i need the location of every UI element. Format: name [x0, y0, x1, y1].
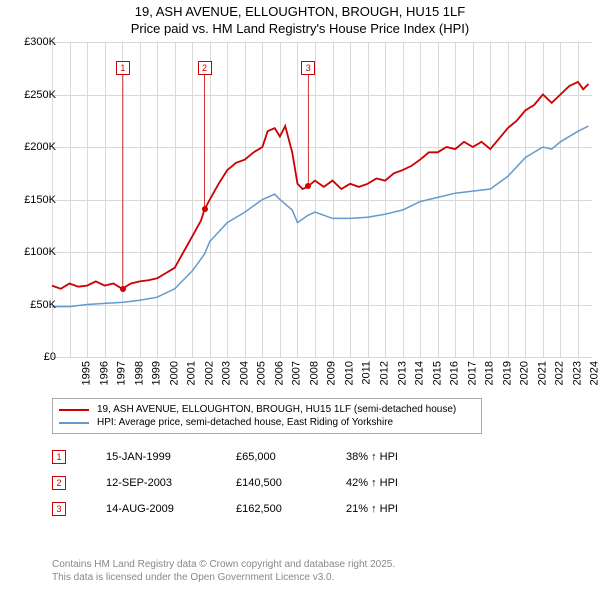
- series-price_paid: [52, 82, 589, 289]
- marker-dot: [305, 183, 311, 189]
- x-tick-label: 2024: [589, 361, 600, 385]
- x-tick-label: 2003: [221, 361, 233, 385]
- y-tick-label: £150K: [24, 194, 56, 206]
- table-hpi: 21% ↑ HPI: [346, 503, 446, 515]
- marker-dot: [120, 286, 126, 292]
- chart-title: 19, ASH AVENUE, ELLOUGHTON, BROUGH, HU15…: [0, 0, 600, 38]
- legend-swatch: [59, 409, 89, 411]
- x-tick-label: 2001: [186, 361, 198, 385]
- x-tick-label: 2011: [360, 361, 372, 385]
- x-tick-label: 1997: [116, 361, 128, 385]
- x-tick-label: 2017: [466, 361, 478, 385]
- series-hpi: [52, 126, 589, 307]
- x-tick-label: 2000: [168, 361, 180, 385]
- x-tick-label: 2013: [396, 361, 408, 385]
- x-tick-label: 2022: [554, 361, 566, 385]
- x-tick-label: 2004: [238, 361, 250, 385]
- legend-label: 19, ASH AVENUE, ELLOUGHTON, BROUGH, HU15…: [97, 404, 456, 415]
- y-tick-label: £0: [44, 351, 56, 363]
- x-tick-label: 2016: [449, 361, 461, 385]
- x-tick-label: 2008: [308, 361, 320, 385]
- x-tick-label: 2023: [571, 361, 583, 385]
- y-tick-label: £250K: [24, 89, 56, 101]
- legend-swatch: [59, 422, 89, 424]
- legend-row: 19, ASH AVENUE, ELLOUGHTON, BROUGH, HU15…: [59, 403, 475, 416]
- y-tick-label: £300K: [24, 36, 56, 48]
- table-marker-box: 2: [52, 476, 66, 490]
- x-tick-label: 2005: [256, 361, 268, 385]
- x-tick-label: 2010: [343, 361, 355, 385]
- y-tick-label: £200K: [24, 141, 56, 153]
- marker-label-box: 1: [116, 61, 130, 75]
- x-tick-label: 1995: [80, 361, 92, 385]
- y-tick-label: £100K: [24, 246, 56, 258]
- marker-label-box: 2: [198, 61, 212, 75]
- transaction-table: 1 15-JAN-1999£65,00038% ↑ HPI 2 12-SEP-2003…: [52, 444, 446, 522]
- x-tick-label: 1998: [133, 361, 145, 385]
- chart-plot-area: 1 2 3: [52, 42, 592, 357]
- x-tick-label: 2007: [291, 361, 303, 385]
- x-tick-label: 2015: [431, 361, 443, 385]
- table-price: £65,000: [236, 451, 346, 463]
- table-row: 3 14-AUG-2009£162,50021% ↑ HPI: [52, 496, 446, 522]
- y-tick-label: £50K: [30, 299, 56, 311]
- table-marker-box: 3: [52, 502, 66, 516]
- marker-dot: [202, 206, 208, 212]
- x-tick-label: 2021: [536, 361, 548, 385]
- legend-box: 19, ASH AVENUE, ELLOUGHTON, BROUGH, HU15…: [52, 398, 482, 434]
- x-tick-label: 2009: [326, 361, 338, 385]
- footer-line1: Contains HM Land Registry data © Crown c…: [52, 558, 395, 571]
- legend-row: HPI: Average price, semi-detached house,…: [59, 416, 475, 429]
- table-hpi: 38% ↑ HPI: [346, 451, 446, 463]
- table-date: 15-JAN-1999: [106, 451, 236, 463]
- footer-line2: This data is licensed under the Open Gov…: [52, 571, 395, 584]
- table-date: 14-AUG-2009: [106, 503, 236, 515]
- table-price: £162,500: [236, 503, 346, 515]
- x-tick-label: 2006: [273, 361, 285, 385]
- table-hpi: 42% ↑ HPI: [346, 477, 446, 489]
- line-series-svg: [52, 42, 592, 357]
- x-tick-label: 1999: [151, 361, 163, 385]
- grid-h: [52, 357, 592, 358]
- table-price: £140,500: [236, 477, 346, 489]
- footer-attribution: Contains HM Land Registry data © Crown c…: [52, 558, 395, 584]
- table-date: 12-SEP-2003: [106, 477, 236, 489]
- x-tick-label: 2019: [501, 361, 513, 385]
- x-tick-label: 2020: [519, 361, 531, 385]
- x-tick-label: 2002: [203, 361, 215, 385]
- x-tick-label: 1996: [98, 361, 110, 385]
- x-tick-label: 2014: [414, 361, 426, 385]
- title-line2: Price paid vs. HM Land Registry's House …: [0, 21, 600, 38]
- title-line1: 19, ASH AVENUE, ELLOUGHTON, BROUGH, HU15…: [0, 4, 600, 21]
- x-tick-label: 2018: [484, 361, 496, 385]
- marker-label-box: 3: [301, 61, 315, 75]
- table-marker-box: 1: [52, 450, 66, 464]
- table-row: 2 12-SEP-2003£140,50042% ↑ HPI: [52, 470, 446, 496]
- table-row: 1 15-JAN-1999£65,00038% ↑ HPI: [52, 444, 446, 470]
- x-tick-label: 2012: [379, 361, 391, 385]
- legend-label: HPI: Average price, semi-detached house,…: [97, 417, 393, 428]
